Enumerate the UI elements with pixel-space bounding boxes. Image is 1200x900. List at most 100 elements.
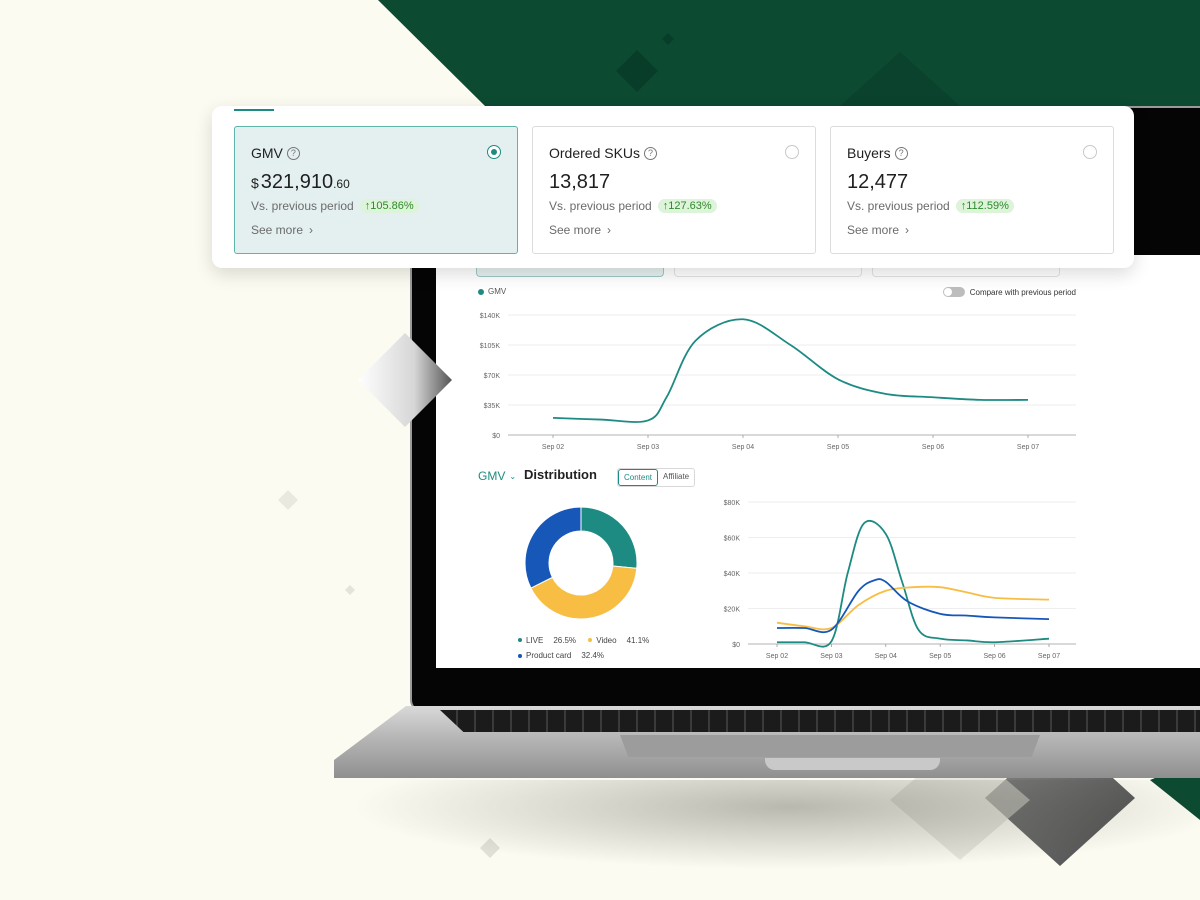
metric-change-badge: ↑112.59% <box>955 199 1014 213</box>
distribution-tabs: Content Affiliate <box>617 468 696 487</box>
gmv-legend-label: GMV <box>488 287 507 296</box>
metric-value: 12,477 <box>847 171 908 194</box>
laptop-keyboard <box>440 710 1200 732</box>
distribution-line-chart-series-line-0 <box>776 519 1050 648</box>
gmv-chart-y-tick-label: $70K <box>484 373 501 380</box>
pie-legend-value: 41.1% <box>626 635 650 645</box>
metric-value: $321,910.60 <box>251 171 350 194</box>
active-tab-indicator <box>234 109 274 111</box>
laptop-trackpad <box>620 735 1040 757</box>
tab-content[interactable]: Content <box>618 469 659 486</box>
gmv-chart-x-tick-label: Sep 02 <box>542 444 564 451</box>
tab-affiliate[interactable]: Affiliate <box>663 472 690 481</box>
pie-legend: LIVE 26.5% Video 41.1% Product card 32.4… <box>518 632 659 663</box>
chevron-right-icon: › <box>309 223 314 237</box>
metric-comparison: Vs. previous period ↑112.59% <box>847 199 1014 213</box>
metric-vs-label: Vs. previous period <box>549 199 652 213</box>
see-more-label: See more <box>251 223 304 237</box>
pie-legend-value: 32.4% <box>581 651 605 660</box>
gmv-chart-x-tick-label: Sep 04 <box>732 444 754 451</box>
see-more-link[interactable]: See more › <box>847 223 909 237</box>
donut-slice-live <box>580 506 638 569</box>
distribution-line-chart-series-line-1 <box>776 585 1050 631</box>
distribution-line-chart-y-tick-label: $0 <box>732 642 740 649</box>
see-more-link[interactable]: See more › <box>251 223 313 237</box>
distribution-line-chart-x-tick-label: Sep 02 <box>766 653 788 660</box>
compare-toggle[interactable] <box>942 287 965 297</box>
metric-radio[interactable] <box>785 145 799 159</box>
diamond-decoration <box>358 333 452 427</box>
gmv-chart-series-line-0 <box>552 318 1029 423</box>
metric-change-badge: ↑127.63% <box>657 199 717 213</box>
metric-cards-panel: GMV ? $321,910.60 Vs. previous period ↑1… <box>212 106 1134 268</box>
pie-legend-label: Product card <box>526 651 572 660</box>
metric-currency: $ <box>251 175 259 191</box>
metric-title: Buyers ? <box>847 145 908 161</box>
gmv-chart-x-tick-label: Sep 05 <box>827 444 849 451</box>
see-more-link[interactable]: See more › <box>549 223 611 237</box>
question-circle-icon[interactable]: ? <box>894 146 908 160</box>
gmv-chart-y-tick-label: $105K <box>480 343 501 350</box>
gmv-chart-x-tick-label: Sep 03 <box>637 444 659 451</box>
distribution-line-chart-x-tick-label: Sep 05 <box>929 653 951 660</box>
charts-canvas: $0 $35K $70K $105K $140K Sep 02 Sep 03 Sep 04 Se… <box>480 313 1076 660</box>
compare-label: Compare with previous period <box>969 287 1076 297</box>
metric-value-main: 13,817 <box>549 171 611 193</box>
metric-card-buyers[interactable]: Buyers ? 12,477 Vs. previous period ↑112… <box>830 126 1114 254</box>
see-more-label: See more <box>549 223 602 237</box>
compare-control[interactable]: Compare with previous period <box>942 287 1076 297</box>
metric-radio[interactable] <box>487 145 501 159</box>
metric-vs-label: Vs. previous period <box>251 199 354 213</box>
metric-value-cents: .60 <box>333 177 350 191</box>
distribution-line-chart-y-tick-label: $40K <box>724 571 741 578</box>
distribution-metric-select[interactable]: GMV ⌄ <box>478 469 516 483</box>
metric-comparison: Vs. previous period ↑105.86% <box>251 199 419 213</box>
metric-radio[interactable] <box>1083 145 1097 159</box>
metric-title-text: Ordered SKUs <box>549 145 641 161</box>
distribution-line-chart-x-tick-label: Sep 04 <box>875 653 897 660</box>
pie-legend-label: Video <box>596 635 617 645</box>
metric-title-text: Buyers <box>847 145 891 161</box>
pie-legend-item-product-card: Product card 32.4% <box>518 648 604 663</box>
metric-title: GMV ? <box>251 145 300 161</box>
question-circle-icon[interactable]: ? <box>644 146 658 160</box>
metric-comparison: Vs. previous period ↑127.63% <box>549 199 717 213</box>
gmv-chart-y-tick-label: $0 <box>492 433 500 440</box>
gmv-legend: GMV <box>478 287 506 296</box>
pie-legend-label: LIVE <box>526 635 544 645</box>
laptop-notch <box>765 758 940 770</box>
distribution-line-chart-x-tick-label: Sep 03 <box>820 653 842 660</box>
metric-card-ordered-skus[interactable]: Ordered SKUs ? 13,817 Vs. previous perio… <box>532 126 816 254</box>
gmv-legend-dot <box>478 288 484 295</box>
metric-value: 13,817 <box>549 171 610 194</box>
distribution-metric-label: GMV <box>478 469 506 483</box>
distribution-line-chart-y-tick-label: $20K <box>724 607 741 614</box>
metric-vs-label: Vs. previous period <box>847 199 950 213</box>
question-circle-icon[interactable]: ? <box>286 146 300 160</box>
metric-change-badge: ↑105.86% <box>359 199 419 213</box>
see-more-label: See more <box>847 223 900 237</box>
metric-value-main: 321,910 <box>260 171 334 193</box>
chevron-right-icon: › <box>607 223 612 237</box>
distribution-line-chart-x-tick-label: Sep 07 <box>1038 653 1060 660</box>
pie-legend-item-video: Video 41.1% <box>588 633 649 648</box>
gmv-chart-y-tick-label: $140K <box>480 313 501 320</box>
gmv-chart-y-tick-label: $35K <box>484 403 501 410</box>
laptop-shadow <box>350 780 1200 870</box>
donut-slice-product-card <box>524 506 582 589</box>
dashboard-screen: GMV Compare with previous period GMV ⌄ D… <box>436 255 1200 668</box>
distribution-line-chart-y-tick-label: $60K <box>724 536 741 543</box>
distribution-title: Distribution <box>524 467 597 482</box>
pie-legend-item-live: LIVE 26.5% <box>518 633 576 648</box>
metric-title: Ordered SKUs ? <box>549 145 658 161</box>
chevron-down-icon: ⌄ <box>509 471 517 481</box>
distribution-line-chart-y-tick-label: $80K <box>724 500 741 507</box>
chevron-right-icon: › <box>905 223 910 237</box>
metric-title-text: GMV <box>251 145 283 161</box>
gmv-chart-x-tick-label: Sep 06 <box>922 444 944 451</box>
metric-value-main: 12,477 <box>847 171 909 193</box>
distribution-line-chart-x-tick-label: Sep 06 <box>984 653 1006 660</box>
distribution-line-chart-series-line-2 <box>776 578 1050 634</box>
metric-card-gmv[interactable]: GMV ? $321,910.60 Vs. previous period ↑1… <box>234 126 518 254</box>
gmv-chart-x-tick-label: Sep 07 <box>1017 444 1039 451</box>
